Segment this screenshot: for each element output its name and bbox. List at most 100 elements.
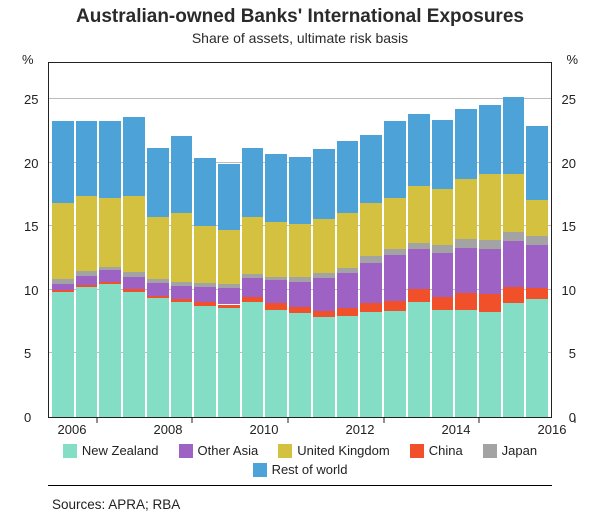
bar-segment-rest — [479, 105, 501, 175]
bar-segment-rest — [242, 148, 264, 218]
bar-segment-japan — [265, 277, 287, 281]
plot-area — [48, 62, 552, 418]
bar-segment-uk — [360, 203, 382, 256]
legend-item-uk: United Kingdom — [278, 443, 390, 458]
y-tick-right: 10 — [562, 283, 576, 298]
bar-segment-japan — [479, 240, 501, 249]
legend: New ZealandOther AsiaUnited KingdomChina… — [48, 437, 552, 486]
sources-label: Sources: APRA; RBA — [52, 497, 180, 512]
legend-label: New Zealand — [82, 443, 159, 458]
bar-segment-nz — [147, 298, 169, 417]
legend-swatch — [410, 444, 424, 458]
y-tick-right: 5 — [569, 346, 576, 361]
bar-segment-japan — [313, 273, 335, 278]
bar-segment-nz — [123, 292, 145, 417]
bar-segment-rest — [218, 164, 240, 230]
y-tick-right: 0 — [569, 410, 576, 425]
bar-segment-other_asia — [313, 278, 335, 311]
bar-segment-japan — [171, 282, 193, 286]
bar-segment-rest — [503, 97, 525, 174]
x-tick-label: 2008 — [154, 422, 183, 437]
bar-segment-nz — [242, 302, 264, 417]
bar-segment-china — [384, 301, 406, 311]
bar-column — [194, 63, 216, 417]
bar-segment-other_asia — [123, 277, 145, 288]
legend-label: China — [429, 443, 463, 458]
bar-segment-uk — [384, 198, 406, 249]
bar-column — [360, 63, 382, 417]
bar-segment-china — [337, 308, 359, 316]
bar-segment-japan — [384, 249, 406, 255]
bar-segment-uk — [432, 189, 454, 245]
bar-segment-rest — [337, 141, 359, 213]
x-ticks: 200620082010201220142016 — [48, 420, 552, 438]
bar-segment-other_asia — [147, 283, 169, 296]
bar-segment-japan — [337, 268, 359, 273]
bar-segment-nz — [337, 316, 359, 417]
bar-segment-rest — [265, 154, 287, 222]
bars — [49, 63, 551, 417]
bar-segment-china — [479, 294, 501, 312]
bar-segment-nz — [52, 292, 74, 417]
bar-segment-china — [218, 305, 240, 309]
legend-swatch — [278, 444, 292, 458]
bar-column — [503, 63, 525, 417]
bar-column — [242, 63, 264, 417]
bar-segment-nz — [289, 313, 311, 417]
bar-segment-rest — [123, 117, 145, 196]
bar-segment-other_asia — [455, 248, 477, 294]
y-tick-right: 20 — [562, 156, 576, 171]
bar-segment-other_asia — [52, 284, 74, 290]
bar-segment-uk — [289, 224, 311, 277]
bar-segment-uk — [313, 219, 335, 273]
bar-segment-uk — [242, 217, 264, 274]
bar-segment-nz — [218, 308, 240, 417]
bar-segment-other_asia — [171, 286, 193, 300]
bar-segment-rest — [526, 126, 548, 199]
legend-swatch — [253, 463, 267, 477]
bar-segment-china — [76, 285, 98, 287]
chart-subtitle: Share of assets, ultimate risk basis — [0, 30, 600, 46]
bar-segment-china — [265, 303, 287, 309]
bar-segment-rest — [408, 114, 430, 186]
bar-segment-other_asia — [242, 278, 264, 297]
bar-segment-other_asia — [432, 253, 454, 297]
bar-segment-japan — [218, 284, 240, 288]
legend-swatch — [483, 444, 497, 458]
bar-segment-japan — [147, 279, 169, 283]
bar-column — [408, 63, 430, 417]
bar-column — [455, 63, 477, 417]
bar-column — [171, 63, 193, 417]
bar-segment-rest — [455, 109, 477, 180]
bar-segment-uk — [123, 196, 145, 272]
y-tick-left: 10 — [24, 283, 38, 298]
bar-segment-japan — [242, 274, 264, 278]
bar-segment-nz — [265, 310, 287, 417]
bar-segment-uk — [408, 186, 430, 243]
chart-container: Australian-owned Banks' International Ex… — [0, 6, 600, 526]
bar-column — [384, 63, 406, 417]
bar-segment-uk — [479, 174, 501, 240]
bar-segment-nz — [408, 302, 430, 417]
bar-segment-china — [360, 303, 382, 312]
bar-segment-japan — [194, 283, 216, 287]
bar-segment-rest — [99, 121, 121, 198]
bar-segment-other_asia — [289, 282, 311, 307]
x-tick-label: 2012 — [346, 422, 375, 437]
bar-segment-uk — [99, 198, 121, 266]
bar-segment-nz — [99, 284, 121, 417]
legend-item-rest: Rest of world — [253, 462, 348, 477]
bar-segment-china — [313, 311, 335, 317]
bar-segment-china — [289, 307, 311, 313]
bar-segment-nz — [526, 299, 548, 417]
bar-segment-nz — [171, 302, 193, 417]
legend-item-china: China — [410, 443, 463, 458]
bar-column — [52, 63, 74, 417]
bar-segment-japan — [432, 245, 454, 253]
bar-column — [99, 63, 121, 417]
bar-column — [76, 63, 98, 417]
bar-segment-uk — [265, 222, 287, 276]
bar-segment-china — [52, 290, 74, 292]
bar-segment-other_asia — [360, 263, 382, 303]
bar-column — [123, 63, 145, 417]
